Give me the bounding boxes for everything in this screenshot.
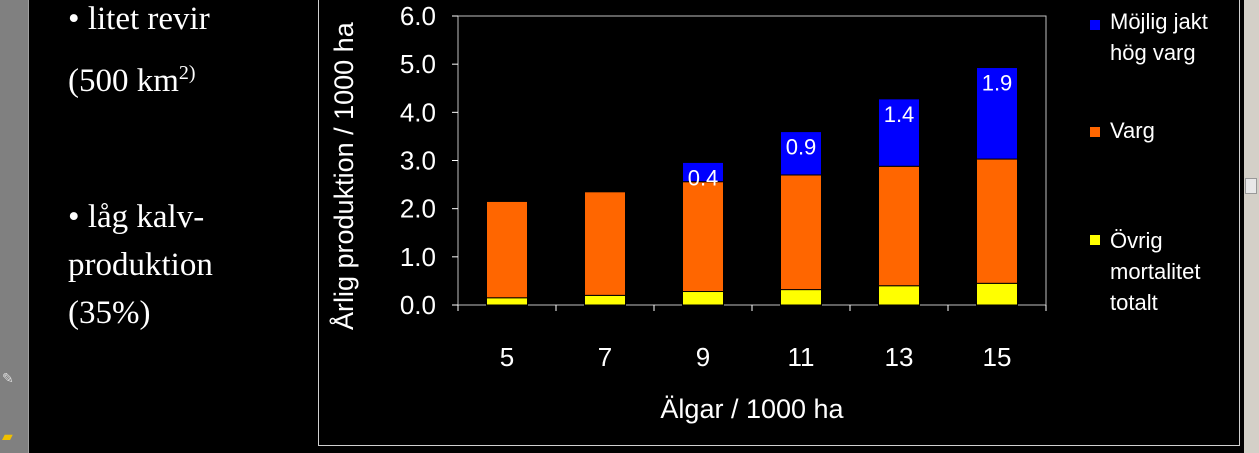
bar-segment — [682, 291, 724, 306]
bar-segment — [780, 289, 822, 306]
vertical-scrollbar[interactable] — [1244, 0, 1259, 453]
plot-area — [457, 15, 1047, 306]
legend-swatch — [1090, 235, 1100, 245]
bullet-1-text: litet revir — [87, 1, 210, 37]
scrollbar-thumb[interactable] — [1245, 178, 1257, 194]
legend-label: Möjlig jakt — [1110, 9, 1208, 34]
y-tick-label: 4.0 — [400, 97, 436, 127]
left-toolbar-strip: ✎ ▰ — [0, 0, 29, 453]
bar-data-label: 0.4 — [688, 165, 719, 190]
bullet-2-text: låg kalv- — [87, 199, 205, 235]
y-axis-title: Årlig produktion / 1000 ha — [328, 21, 359, 330]
legend-label: hög varg — [1110, 40, 1196, 65]
comment-icon[interactable]: ▰ — [2, 428, 13, 444]
bullet-1-area-text: (500 km — [68, 63, 179, 99]
y-tick-label: 3.0 — [400, 146, 436, 176]
x-axis-title: Älgar / 1000 ha — [660, 394, 844, 424]
bar-segment — [976, 158, 1018, 284]
legend-swatch — [1090, 127, 1100, 137]
y-tick-label: 6.0 — [400, 1, 436, 31]
bullet-1-superscript: 2) — [178, 62, 196, 84]
bullet-2-line-3: (35%) — [68, 295, 151, 331]
x-tick-label: 13 — [885, 342, 914, 372]
bullet-1-line-2: (500 km2) — [68, 52, 196, 102]
paperclip-icon[interactable]: ✎ — [2, 370, 14, 386]
x-tick-label: 7 — [598, 342, 612, 372]
legend-label: Övrig — [1110, 228, 1163, 253]
y-tick-label: 2.0 — [400, 194, 436, 224]
bar-segment — [584, 191, 626, 296]
bullet-1-line-1: • litet revir — [68, 0, 210, 40]
bullet-2-line-1: • låg kalv- — [68, 196, 204, 238]
bar-segment — [976, 67, 1018, 160]
x-tick-label: 5 — [500, 342, 514, 372]
bullet-marker: • — [68, 199, 80, 235]
bullet-marker: • — [68, 1, 80, 37]
legend-label: Varg — [1110, 118, 1155, 143]
bar-segment — [486, 200, 528, 299]
bar-data-label: 1.4 — [884, 102, 915, 127]
bar-segment — [878, 285, 920, 306]
bar-segment — [682, 181, 724, 293]
legend-label: totalt — [1110, 290, 1158, 315]
x-tick-label: 15 — [983, 342, 1012, 372]
bar-segment — [584, 294, 626, 306]
legend-swatch — [1090, 20, 1100, 30]
chart-frame — [318, 0, 1240, 446]
bar-data-label: 1.9 — [982, 71, 1013, 96]
x-tick-label: 9 — [696, 342, 710, 372]
bar-segment — [682, 161, 724, 183]
bar-segment — [780, 174, 822, 291]
bar-data-label: 0.9 — [786, 135, 817, 160]
bar-segment — [878, 98, 920, 167]
y-tick-label: 0.0 — [400, 290, 436, 320]
y-tick-label: 5.0 — [400, 49, 436, 79]
bullet-2-line-2: produktion — [68, 247, 213, 283]
y-tick-label: 1.0 — [400, 242, 436, 272]
legend-label: mortalitet — [1110, 259, 1200, 284]
bar-segment — [486, 297, 528, 306]
x-tick-label: 11 — [788, 342, 815, 372]
bar-segment — [780, 131, 822, 176]
bar-segment — [976, 282, 1018, 306]
bar-segment — [878, 165, 920, 287]
